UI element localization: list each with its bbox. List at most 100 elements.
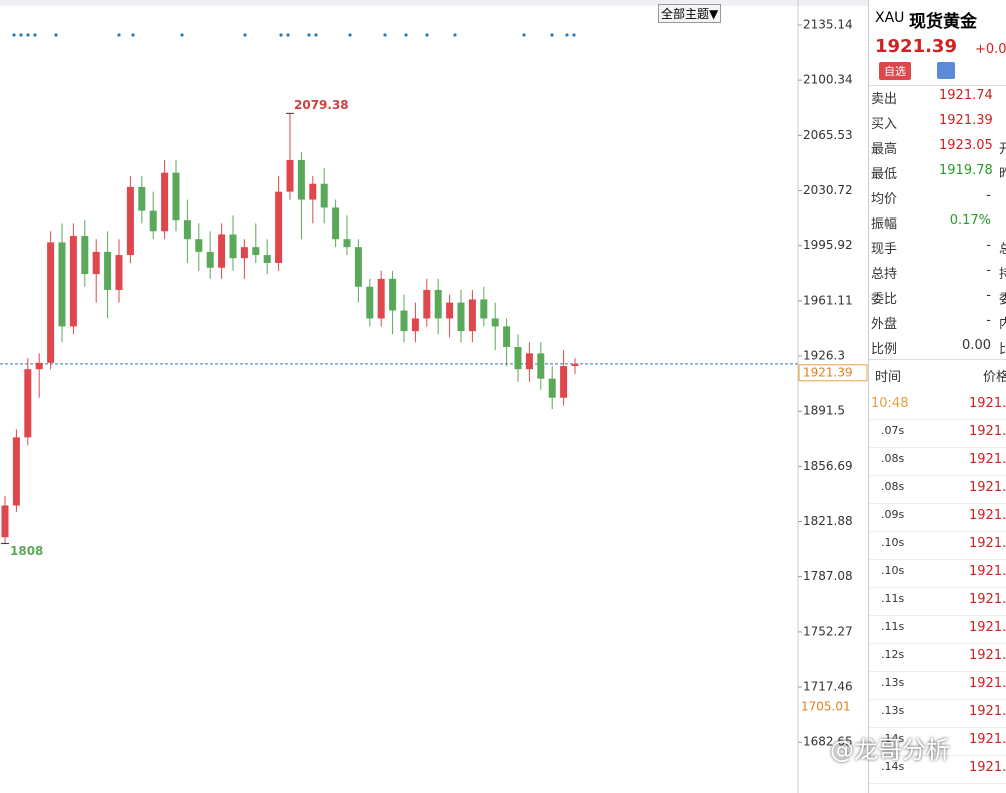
candle-body — [172, 172, 180, 221]
candle-body — [252, 247, 260, 256]
trade-time: 10:48 — [871, 396, 909, 411]
trade-price: 1921.4 — [969, 424, 1006, 439]
candle-body — [514, 346, 522, 370]
candle-body — [115, 255, 123, 290]
divider — [869, 359, 1006, 360]
quote-extra: 总 — [999, 238, 1006, 257]
candle-body — [35, 362, 43, 370]
last-price-tag: 1921.39 — [803, 365, 853, 379]
trade-time: .10s — [881, 536, 905, 549]
row-divider — [869, 531, 1006, 532]
candle-body — [548, 378, 556, 398]
quote-value: - — [986, 313, 991, 328]
quote-key: 外盘 — [871, 317, 898, 332]
candle-body — [24, 369, 32, 438]
candle-body — [434, 289, 442, 319]
trade-time: .11s — [881, 592, 905, 605]
candle-body — [240, 247, 248, 259]
quote-value: - — [986, 188, 991, 203]
quote-key: 比例 — [871, 342, 898, 357]
quote-value: 0.17% — [949, 213, 991, 228]
y-tick-label: 1995.92 — [803, 238, 853, 252]
marker-price-tag: 1705.01 — [801, 699, 851, 713]
quote-key: 卖出 — [871, 92, 898, 107]
trade-time: .07s — [881, 424, 905, 437]
row-divider — [869, 587, 1006, 588]
trade-price: 1921.4 — [969, 536, 1006, 551]
quote-value: 1921.39 — [939, 113, 993, 128]
candle-body — [446, 302, 454, 319]
trade-time: .10s — [881, 564, 905, 577]
row-divider — [869, 475, 1006, 476]
top-strip — [0, 0, 868, 6]
name: 现货黄金 — [909, 12, 977, 32]
quote-key: 振幅 — [871, 217, 898, 232]
trade-time: .08s — [881, 480, 905, 493]
candle-body — [366, 286, 374, 319]
y-tick-label: 1821.88 — [803, 514, 853, 528]
quote-extra: 比 — [999, 338, 1006, 357]
candle-body — [571, 363, 579, 367]
candle-body — [343, 239, 351, 248]
trade-time: .09s — [881, 508, 905, 521]
trade-time: .08s — [881, 452, 905, 465]
trade-price: 1921.4 — [969, 732, 1006, 747]
watermark: @龙哥分析 — [830, 736, 950, 764]
quote-key: 最低 — [871, 167, 898, 182]
quote-key: 总持 — [871, 267, 898, 282]
quote-value: - — [986, 288, 991, 303]
candle-body — [286, 159, 294, 192]
candle-body — [126, 186, 134, 256]
candle-body — [195, 239, 203, 252]
quote-value: 0.00 — [962, 338, 991, 353]
trade-price: 1921.4 — [969, 452, 1006, 467]
quote-key: 均价 — [871, 192, 898, 207]
quote-extra: 持 — [999, 263, 1006, 282]
row-divider — [869, 503, 1006, 504]
quote-key: 委比 — [871, 292, 898, 307]
trade-price: 1921.4 — [969, 620, 1006, 635]
trade-price: 1921.3 — [969, 592, 1006, 607]
theme-button[interactable]: 全部主题▼ — [658, 4, 722, 23]
trade-price: 1921.4 — [969, 704, 1006, 719]
y-tick-label: 1891.5 — [803, 404, 845, 418]
candle-body — [58, 242, 66, 327]
last-price-box — [798, 364, 868, 382]
candle-body — [480, 299, 488, 319]
event-dots — [12, 33, 576, 37]
trade-header: 时间 — [875, 370, 902, 385]
candle-body — [411, 318, 419, 332]
trade-time: .14s — [881, 732, 905, 745]
quote-key: 买入 — [871, 117, 898, 132]
symbol: XAU — [875, 10, 905, 26]
trade-price: 1921.4 — [969, 676, 1006, 691]
quote-value: 1919.78 — [939, 163, 993, 178]
row-divider — [869, 699, 1006, 700]
y-tick-label: 2030.72 — [803, 183, 853, 197]
row-divider — [869, 783, 1006, 784]
candle-body — [297, 159, 305, 200]
candle-body — [320, 183, 328, 208]
candle-body — [183, 220, 191, 240]
quote-extra: 内 — [999, 313, 1006, 332]
row-divider — [869, 447, 1006, 448]
candle-body — [263, 255, 271, 263]
candle-body — [104, 251, 112, 290]
watch-button[interactable]: 自选 — [879, 62, 911, 80]
candle-body — [12, 437, 20, 506]
candle-body — [81, 236, 89, 275]
y-tick-label: 2100.34 — [803, 73, 853, 87]
quote-key: 最高 — [871, 142, 898, 157]
y-tick-label: 2135.14 — [803, 17, 853, 31]
row-divider — [869, 643, 1006, 644]
row-divider — [869, 615, 1006, 616]
price: 1921.39 — [875, 36, 957, 57]
alert-button[interactable] — [937, 62, 955, 79]
row-divider — [869, 727, 1006, 728]
chart: 2135.14 2100.34 2065.53 2030.72 1995.92 1961.… — [0, 0, 868, 793]
candle-body — [377, 278, 385, 319]
y-tick-label: 1961.11 — [803, 293, 853, 307]
candle-body — [537, 353, 545, 379]
high-label: 2079.38 — [294, 98, 349, 112]
